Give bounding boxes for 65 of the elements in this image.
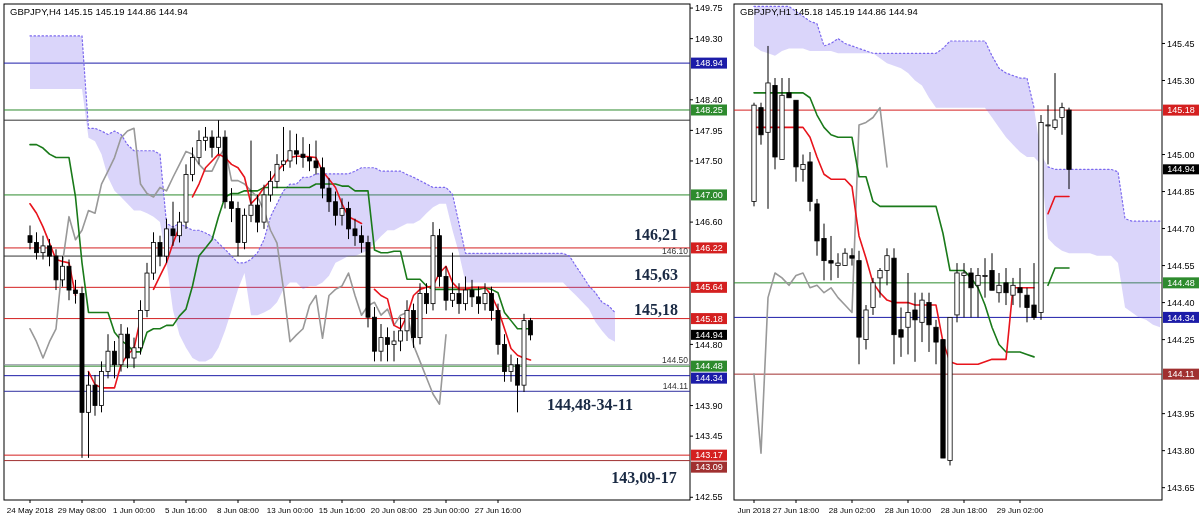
ref-line-label: 145.64 (695, 282, 723, 293)
y-tick-label: 148.40 (695, 94, 723, 105)
x-tick-label: 24 May 2018 (6, 506, 54, 515)
y-tick-label: 149.30 (695, 33, 723, 44)
ref-line-label: 144.34 (1167, 312, 1195, 323)
annotation: 144,48-34-11 (547, 396, 633, 414)
x-tick-label: 25 Jun 00:00 (422, 506, 470, 515)
text: 144.94 (695, 329, 723, 340)
x-tick-label: 27 Jun 18:00 (772, 506, 820, 515)
ref-line-label: 143.09 (695, 462, 723, 473)
x-tick-label: 28 Jun 10:00 (884, 506, 932, 515)
y-tick-label: 144.55 (1167, 260, 1195, 271)
y-tick-label: 142.55 (695, 492, 723, 503)
line-series (753, 106, 888, 454)
y-tick-label: 144.40 (1167, 297, 1195, 308)
ref-line-label: 144.34 (695, 373, 723, 384)
y-tick-label: 143.90 (695, 400, 723, 411)
y-tick-label: 147.50 (695, 156, 723, 167)
chart-title: GBPJPY,H4 145.15 145.19 144.86 144.94 (10, 6, 188, 17)
x-tick-label: 8 Jun 08:00 (217, 506, 260, 515)
annotation: 144.11 (662, 381, 689, 392)
ref-line-label: 145.18 (1167, 105, 1195, 116)
y-tick-label: 144.25 (1167, 334, 1195, 345)
y-tick-label: 146.60 (695, 217, 723, 228)
y-tick-label: 144.85 (1167, 186, 1195, 197)
ref-line-label: 145.18 (695, 313, 723, 324)
ref-line-label: 143.17 (695, 450, 723, 461)
ref-line-label: 144.11 (1167, 369, 1195, 380)
x-tick-label: 27 Jun 16:00 (474, 506, 522, 515)
ref-line-label: 148.25 (695, 105, 723, 116)
y-tick-label: 143.65 (1167, 482, 1195, 493)
x-tick-label: 29 Jun 02:00 (996, 506, 1044, 515)
ref-line-label: 148.94 (695, 58, 723, 69)
y-tick-label: 145.30 (1167, 75, 1195, 86)
x-tick-label: 5 Jun 16:00 (165, 506, 208, 515)
y-tick-label: 145.00 (1167, 149, 1195, 160)
chart-title: GBPJPY,H1 145.18 145.19 144.86 144.94 (740, 6, 918, 17)
x-tick-label: 13 Jun 00:00 (266, 506, 314, 515)
line-series (29, 127, 447, 405)
x-tick-label: 28 Jun 02:00 (828, 506, 876, 515)
x-tick-label: Jun 2018 (737, 506, 772, 515)
y-tick-label: 145.45 (1167, 38, 1195, 49)
y-tick-label: 147.95 (695, 125, 723, 136)
y-tick-label: 144.80 (695, 339, 723, 350)
x-tick-label: 1 Jun 00:00 (113, 506, 156, 515)
x-tick-label: 28 Jun 18:00 (940, 506, 988, 515)
ref-line-label: 146.22 (695, 243, 723, 254)
y-tick-label: 149.75 (695, 3, 723, 14)
y-tick-label: 144.70 (1167, 223, 1195, 234)
annotation: 144.50 (662, 354, 689, 365)
y-tick-label: 143.45 (695, 431, 723, 442)
text: 145,18 (634, 300, 678, 318)
x-tick-label: 20 Jun 08:00 (370, 506, 418, 515)
y-tick-label: 143.80 (1167, 445, 1195, 456)
text: 146,21 (634, 226, 678, 244)
ref-line-label: 147.00 (695, 190, 723, 201)
x-tick-label: 29 May 08:00 (57, 506, 107, 515)
ref-line-label: 144.48 (695, 361, 723, 372)
annotation: 146.10 (662, 246, 689, 257)
text: 145,63 (634, 265, 678, 283)
ref-line-label: 144.48 (1167, 278, 1195, 288)
text: 144.94 (1167, 164, 1195, 175)
annotation: 143,09-17 (611, 469, 677, 487)
x-tick-label: 15 Jun 16:00 (318, 506, 366, 515)
y-tick-label: 143.95 (1167, 408, 1195, 419)
